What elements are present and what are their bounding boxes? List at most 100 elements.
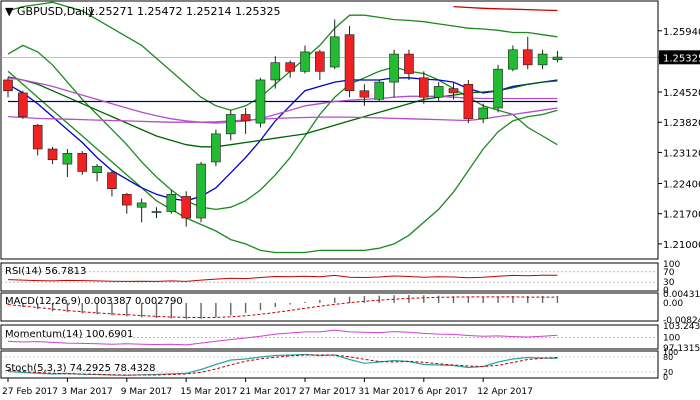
candle-body: [122, 193, 132, 206]
candle: [62, 148, 73, 178]
candle-body: [448, 88, 459, 94]
candle-body: [47, 148, 58, 161]
macd-axis-label: 0.00: [663, 299, 683, 309]
time-axis-label: 27 Mar 2017: [299, 387, 356, 397]
candle: [107, 170, 117, 197]
candle-body: [433, 86, 444, 98]
momentum-axis-label: 100: [663, 334, 680, 344]
candle-body: [552, 56, 563, 60]
time-axis-label: 6 Apr 2017: [418, 387, 468, 397]
rsi-line: [7, 274, 558, 282]
candle-body: [166, 193, 177, 212]
candle-body: [418, 77, 429, 98]
candle: [122, 192, 132, 214]
candle: [92, 164, 102, 182]
candle-body: [62, 152, 73, 165]
time-axis-label: 12 Apr 2017: [477, 387, 533, 397]
last-price-label: 1.25325: [663, 53, 700, 64]
stoch-axis-label: 0: [663, 373, 668, 382]
candle: [255, 77, 266, 128]
stoch-axis-label: 100: [663, 348, 678, 357]
rsi-axis-label: 30: [663, 278, 675, 288]
macd-axis-label: 0.004316: [663, 290, 700, 300]
candle: [300, 45, 310, 74]
macd-panel: 0.0043160.00 -0.008245 MACD(12,26,9) 0.00…: [0, 290, 700, 326]
rsi-label: RSI(14) 56.7813: [5, 266, 86, 277]
candle-body: [493, 68, 503, 109]
ohlc-label: 1.25271 1.25472 1.25214 1.25325: [88, 5, 280, 18]
rsi-axis-label: 0: [663, 286, 669, 296]
candle: [404, 49, 414, 80]
candle-body: [225, 114, 236, 135]
candle-body: [285, 62, 295, 72]
candle-body: [32, 124, 43, 150]
candle: [270, 56, 281, 89]
time-axis-label: 21 Mar 2017: [240, 387, 297, 397]
main-panel-frame: [0, 0, 659, 260]
candle: [374, 79, 385, 102]
candle: [389, 49, 399, 98]
candle-body: [329, 36, 340, 68]
candle: [225, 110, 236, 141]
candle-body: [18, 92, 28, 117]
candle: [196, 161, 206, 223]
candle-body: [181, 196, 191, 219]
candle-body: [537, 53, 548, 66]
overlay-line: [7, 107, 558, 123]
rsi-axis-label: 70: [663, 268, 675, 278]
last-price-box: [659, 50, 700, 65]
rsi-axis-label: 100: [663, 260, 680, 270]
stoch-panel-frame: [0, 350, 659, 379]
candle-body: [463, 83, 474, 120]
candle-body: [151, 211, 162, 213]
candle-body: [359, 90, 370, 98]
candle: [493, 64, 503, 113]
price-axis-label: 1.21000: [663, 240, 700, 251]
price-axis-label: 1.22400: [663, 179, 700, 190]
stoch-axis-label: 20: [663, 368, 673, 377]
price-axis-label: 1.24520: [663, 88, 700, 99]
candle-body: [389, 53, 399, 83]
candle: [433, 82, 444, 102]
macd-label: MACD(12,26,9) 0.003387 0.002790: [5, 296, 183, 307]
candle: [359, 84, 370, 106]
candle: [537, 49, 548, 70]
candle: [136, 198, 147, 223]
candle-body: [77, 152, 88, 172]
candle: [463, 79, 474, 124]
candle: [47, 146, 58, 165]
candle-body: [196, 163, 206, 219]
candle: [32, 123, 43, 156]
candle: [18, 90, 28, 119]
candle: [344, 26, 355, 98]
candle: [448, 82, 459, 100]
candle-body: [300, 51, 310, 72]
candle-body: [107, 172, 117, 189]
time-axis-label: 9 Mar 2017: [121, 387, 172, 397]
price-axis-label: 1.25940: [663, 27, 700, 38]
momentum-axis-label: 103.2437: [663, 322, 700, 332]
candle-body: [92, 165, 102, 174]
overlay-line: [453, 5, 558, 12]
macd-signal-line: [7, 296, 558, 319]
candle-body: [478, 107, 489, 120]
candle: [77, 151, 88, 175]
candle-body: [508, 49, 518, 70]
candle: [418, 71, 429, 104]
candle: [329, 19, 340, 70]
symbol-label: GBPUSD,Daily: [17, 5, 95, 18]
candle: [181, 191, 191, 227]
overlay-line: [7, 1, 558, 111]
time-axis-label: 15 Mar 2017: [180, 387, 237, 397]
candle: [211, 129, 221, 167]
candle: [508, 45, 518, 72]
price-axis-label: 1.21700: [663, 210, 700, 221]
candle-body: [374, 81, 385, 100]
candle-body: [255, 79, 266, 124]
candle-body: [211, 133, 221, 163]
momentum-label: Momentum(14) 100.6901: [5, 329, 133, 340]
candle: [3, 77, 13, 98]
